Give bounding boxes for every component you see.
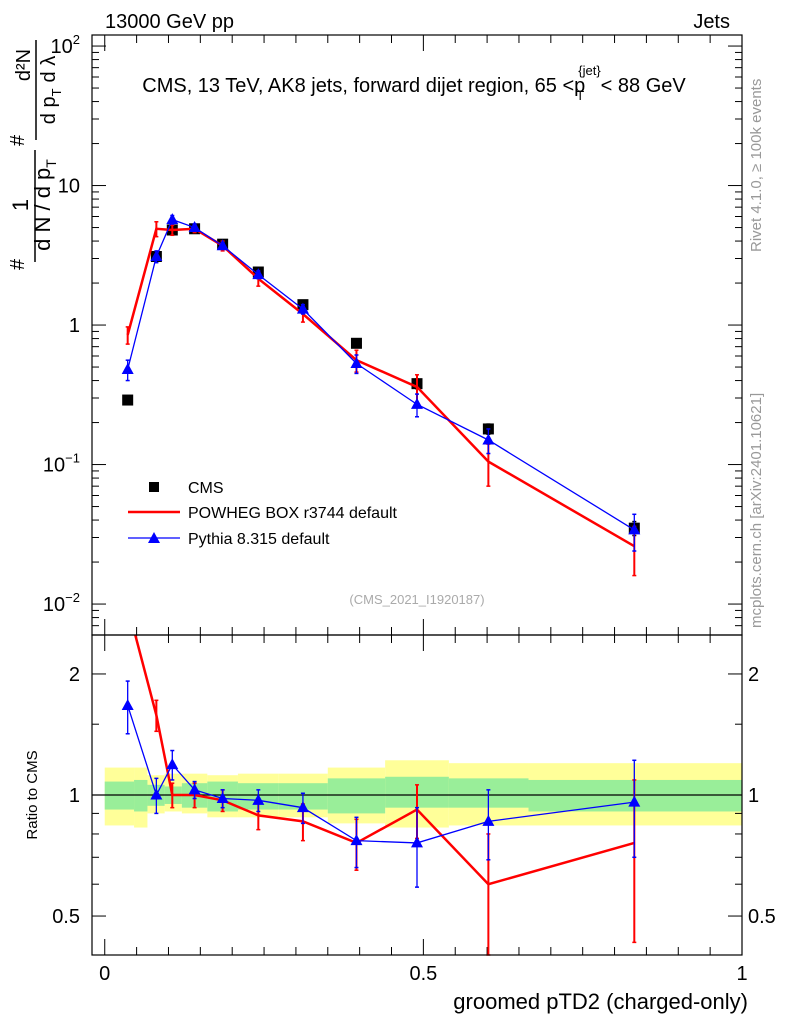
pythia-ratio-point (121, 698, 134, 710)
pythia-ratio-point (482, 814, 495, 826)
legend-pythia-label: Pythia 8.315 default (188, 531, 330, 548)
pythia-ratio-point (252, 793, 265, 805)
ratio-frame (91, 634, 743, 956)
ratio-ytick-label-left: 2 (69, 664, 80, 686)
ratio-xlabel: groomed pTD2 (charged-only) (453, 989, 748, 1014)
legend-powheg-label: POWHEG BOX r3744 default (188, 505, 398, 522)
title-sub: T (576, 88, 584, 103)
ylabel-den-text: d N / d p (30, 168, 55, 251)
ratio-band-inner (134, 779, 148, 812)
legend: CMS POWHEG BOX r3744 default Pythia 8.31… (128, 480, 398, 548)
pythia-point (216, 239, 229, 251)
main-ytick-base: 10 (58, 176, 80, 198)
ratio-xtick-label: 1 (736, 963, 747, 985)
pythia-point (188, 221, 201, 233)
ratio-xtick-label: 0 (99, 963, 110, 985)
pythia-ratio-point (296, 801, 309, 813)
ylabel-den2-post: d λ (38, 56, 60, 83)
ylabel-den2: d pTd λ (38, 56, 64, 124)
pythia-ratio-point (350, 834, 363, 846)
main-ytick-exp: −2 (65, 590, 80, 605)
pythia-ratio-point (216, 792, 229, 804)
ylabel-den2-text: d p (38, 96, 60, 124)
pythia-ratio-point (411, 836, 423, 848)
legend-cms-marker (149, 482, 159, 492)
main-ytick-exp: 2 (73, 32, 80, 47)
pythia-point (150, 250, 163, 262)
main-ytick-label: 102 (51, 32, 80, 58)
cms-point (350, 337, 362, 349)
ratio-ytick-label-right: 2 (748, 664, 759, 686)
pythia-point (350, 357, 363, 369)
main-ytick-label: 10−1 (43, 451, 80, 477)
ylabel-hash-2: # (7, 134, 29, 146)
pythia-ratio-point (150, 788, 163, 800)
main-marks (121, 213, 641, 577)
ratio-ytick-label-right: 0.5 (748, 906, 776, 928)
title-post: < 88 GeV (601, 75, 687, 97)
pythia-ratio-point (628, 795, 641, 807)
ylabel-one: 1 (8, 199, 33, 211)
ylabel-num: d²N (13, 49, 35, 81)
ratio-xtick-label: 0.5 (409, 963, 437, 985)
legend-cms-label: CMS (188, 480, 224, 497)
ylabel-den2-sub: T (49, 88, 64, 96)
rivet-label: Rivet 4.1.0, ≥ 100k events (748, 79, 765, 252)
main-ytick-base: 10 (51, 36, 73, 58)
ratio-marks (121, 634, 641, 956)
header-left: 13000 GeV pp (105, 11, 234, 33)
ratio-ytick-label-left: 0.5 (52, 906, 80, 928)
ratio-panel: 0.5 0.5 1 1 2 2 0 0.5 1 Ratio to CMS groomed pTD… (24, 634, 776, 1014)
pythia-ratio-point (188, 783, 201, 795)
main-ytick-label: 10 (58, 176, 80, 198)
watermark: (CMS_2021_I1920187) (349, 592, 484, 607)
ratio-ylabel: Ratio to CMS (24, 750, 41, 839)
ratio-ytick-label-right: 1 (748, 785, 759, 807)
ylabel-den-sub: T (43, 159, 59, 168)
main-ytick-base: 1 (69, 315, 80, 337)
mcplots-label: mcplots.cern.ch [arXiv:2401.10621] (748, 393, 765, 628)
cms-point (122, 394, 134, 406)
pythia-point (166, 213, 179, 225)
pythia-point (252, 268, 265, 280)
main-ytick-label: 1 (69, 315, 80, 337)
chart-title: CMS, 13 TeV, AK8 jets, forward dijet reg… (142, 63, 686, 103)
title-pre: CMS, 13 TeV, AK8 jets, forward dijet reg… (142, 75, 585, 97)
ratio-ytick-label-left: 1 (69, 785, 80, 807)
main-ytick-base: 10 (43, 455, 65, 477)
pythia-point (482, 433, 495, 445)
main-ytick-exp: −1 (65, 451, 80, 466)
main-ylabel: # 1 d N / d pT # d²N d pTd λ (7, 40, 64, 270)
pythia-point (628, 523, 641, 535)
title-sup: {jet} (578, 63, 601, 78)
powheg-ratio-line (134, 634, 635, 886)
pythia-ratio-point (166, 758, 179, 770)
main-ytick-label: 10−2 (43, 590, 80, 616)
main-ytick-base: 10 (43, 594, 65, 616)
ratio-band-inner (327, 778, 386, 814)
ylabel-hash-1: # (7, 258, 29, 270)
ylabel-den: d N / d pT (30, 159, 59, 251)
pythia-point (296, 302, 309, 314)
pythia-point (121, 363, 134, 375)
powheg-line (126, 227, 635, 548)
pythia-point (411, 397, 423, 409)
header-right: Jets (693, 11, 730, 33)
legend-pythia-marker (148, 532, 160, 543)
